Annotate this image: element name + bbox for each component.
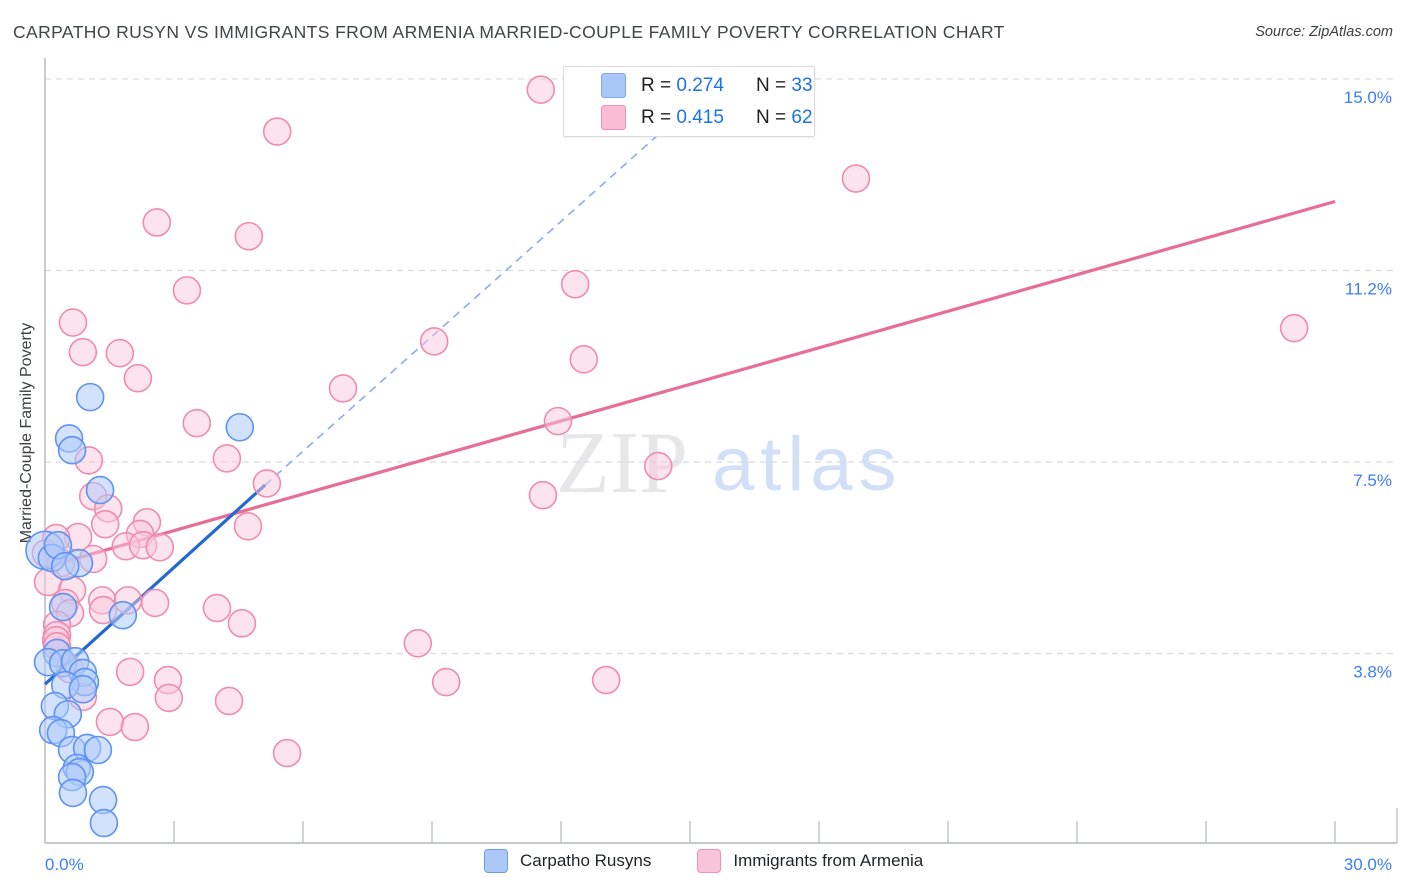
immigrants-from-armenia-data-point [145, 532, 175, 562]
immigrants-from-armenia-data-point [214, 686, 244, 716]
immigrants-from-armenia-data-point [431, 667, 461, 697]
n-stat-blue: N = 33 [756, 75, 813, 96]
immigrants-from-armenia-data-point [643, 451, 673, 481]
carpatho-rusyns-data-point [108, 600, 138, 630]
blue-series-label: Carpatho Rusyns [520, 851, 652, 870]
r-stat-pink: R = 0.415 [641, 107, 724, 128]
blue-series-swatch-icon [601, 73, 626, 98]
legend-row-pink: R = 0.415 N = 62 [601, 105, 814, 130]
immigrants-from-armenia-data-point [227, 609, 257, 638]
immigrants-from-armenia-data-point [328, 374, 358, 403]
carpatho-rusyns-data-point [225, 412, 255, 442]
immigrants-from-armenia-data-point [272, 738, 302, 768]
y-tick-label: 7.5% [1353, 471, 1392, 490]
immigrants-from-armenia-data-point [68, 337, 98, 367]
carpatho-rusyns-data-point [89, 808, 119, 838]
carpatho-rusyns-data-point [68, 674, 98, 704]
carpatho-rusyns-data-point [83, 735, 113, 765]
immigrants-from-armenia-data-point [252, 469, 282, 498]
immigrants-from-armenia-data-point [95, 707, 125, 737]
x-min-label: 0.0% [45, 855, 84, 874]
carpatho-rusyns-data-point [75, 382, 105, 412]
immigrants-from-armenia-data-point [233, 512, 263, 541]
immigrants-from-armenia-data-point [140, 588, 170, 618]
pink-series-swatch-icon [697, 849, 722, 873]
immigrants-from-armenia-data-point [182, 408, 212, 438]
r-stat-blue: R = 0.274 [641, 75, 724, 96]
immigrants-from-armenia-data-point [569, 345, 599, 374]
immigrants-from-armenia-data-point [560, 269, 590, 299]
carpatho-rusyns-data-point [48, 592, 78, 622]
immigrants-from-armenia-data-point [262, 117, 292, 146]
immigrants-from-armenia-data-point [90, 509, 120, 539]
immigrants-from-armenia-data-point [234, 221, 264, 251]
blue-series-swatch-icon [484, 849, 508, 873]
carpatho-rusyns-data-point [50, 551, 80, 581]
y-tick-label: 11.2% [1345, 279, 1392, 298]
legend-row-blue: R = 0.274 N = 33 [601, 73, 814, 98]
immigrants-from-armenia-data-point [202, 593, 232, 623]
immigrants-from-armenia-data-point [419, 327, 449, 356]
correlation-legend: R = 0.274 N = 33 R = 0.415 N = 62 [563, 66, 815, 137]
pink-series-swatch-icon [601, 105, 626, 130]
series-legend: Carpatho Rusyns Immigrants from Armenia [484, 849, 923, 873]
n-stat-pink: N = 62 [756, 107, 813, 128]
immigrants-from-armenia-data-point [212, 444, 242, 473]
immigrants-from-armenia-data-point [1279, 313, 1309, 343]
immigrants-from-armenia-trend-line [44, 199, 1336, 569]
immigrants-from-armenia-data-point [105, 338, 135, 368]
source-attribution: Source: ZipAtlas.com [1255, 24, 1393, 40]
y-tick-label: 3.8% [1353, 662, 1392, 681]
immigrants-from-armenia-data-point [58, 308, 88, 337]
immigrants-from-armenia-data-point [841, 164, 871, 193]
immigrants-from-armenia-data-point [142, 208, 172, 237]
immigrants-from-armenia-data-point [591, 665, 621, 695]
immigrants-from-armenia-data-point [528, 480, 558, 510]
watermark-atlas: atlas [712, 422, 903, 507]
immigrants-from-armenia-data-point [123, 363, 153, 393]
pink-series-label: Immigrants from Armenia [733, 851, 924, 870]
carpatho-rusyns-data-point [58, 778, 88, 808]
y-tick-label: 15.0% [1344, 88, 1392, 107]
immigrants-from-armenia-data-point [403, 628, 433, 658]
carpatho-rusyns-trend-line [264, 79, 720, 486]
x-max-label: 30.0% [1344, 855, 1392, 874]
immigrants-from-armenia-data-point [172, 276, 202, 305]
carpatho-rusyns-data-point [85, 475, 115, 505]
immigrants-from-armenia-data-point [120, 712, 150, 742]
page-title: CARPATHO RUSYN VS IMMIGRANTS FROM ARMENI… [13, 22, 1005, 42]
immigrants-from-armenia-data-point [154, 683, 184, 713]
carpatho-rusyns-data-point [57, 435, 87, 465]
immigrants-from-armenia-data-point [526, 75, 556, 104]
immigrants-from-armenia-data-point [115, 657, 145, 687]
immigrants-from-armenia-data-point [543, 406, 573, 436]
